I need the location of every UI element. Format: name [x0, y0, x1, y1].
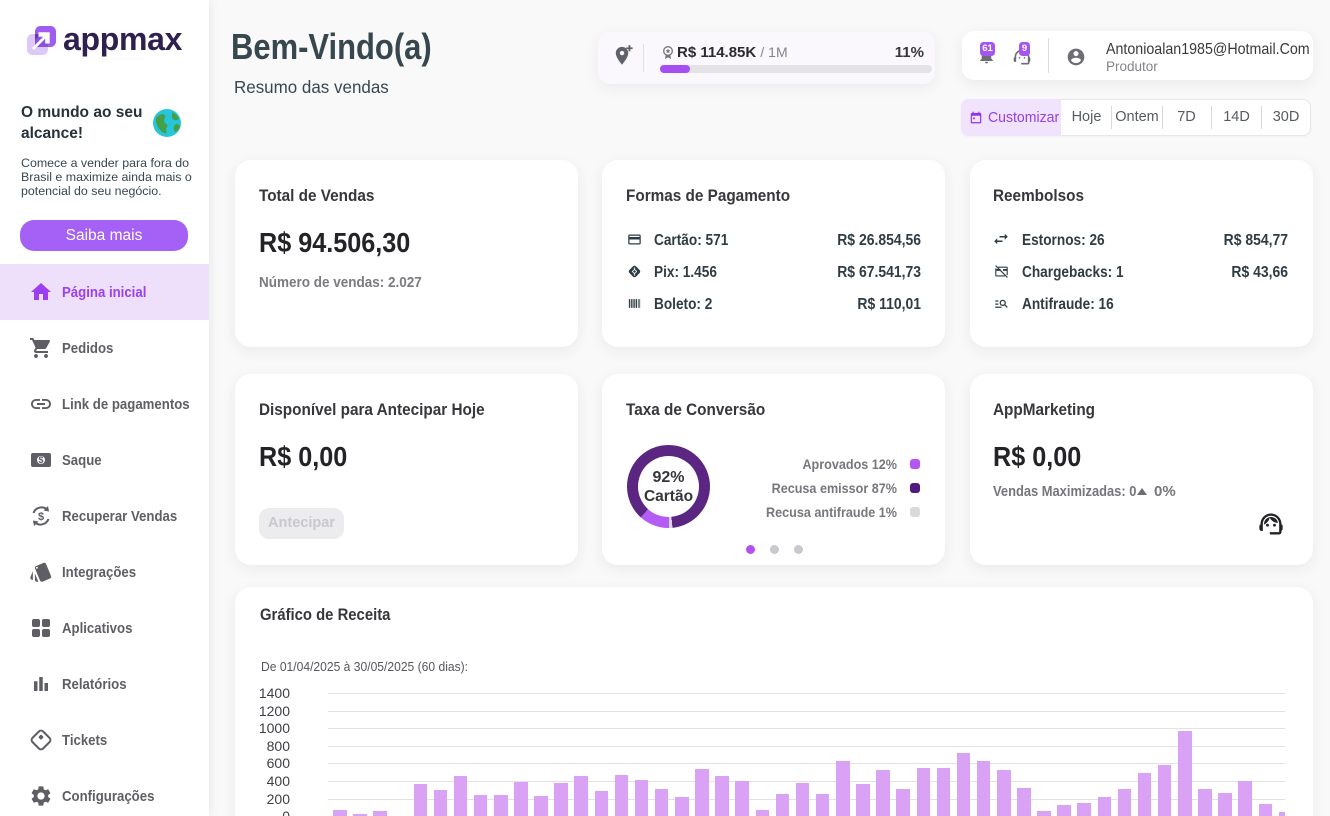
svg-text:$: $: [38, 455, 43, 465]
svg-text:$: $: [38, 511, 44, 523]
